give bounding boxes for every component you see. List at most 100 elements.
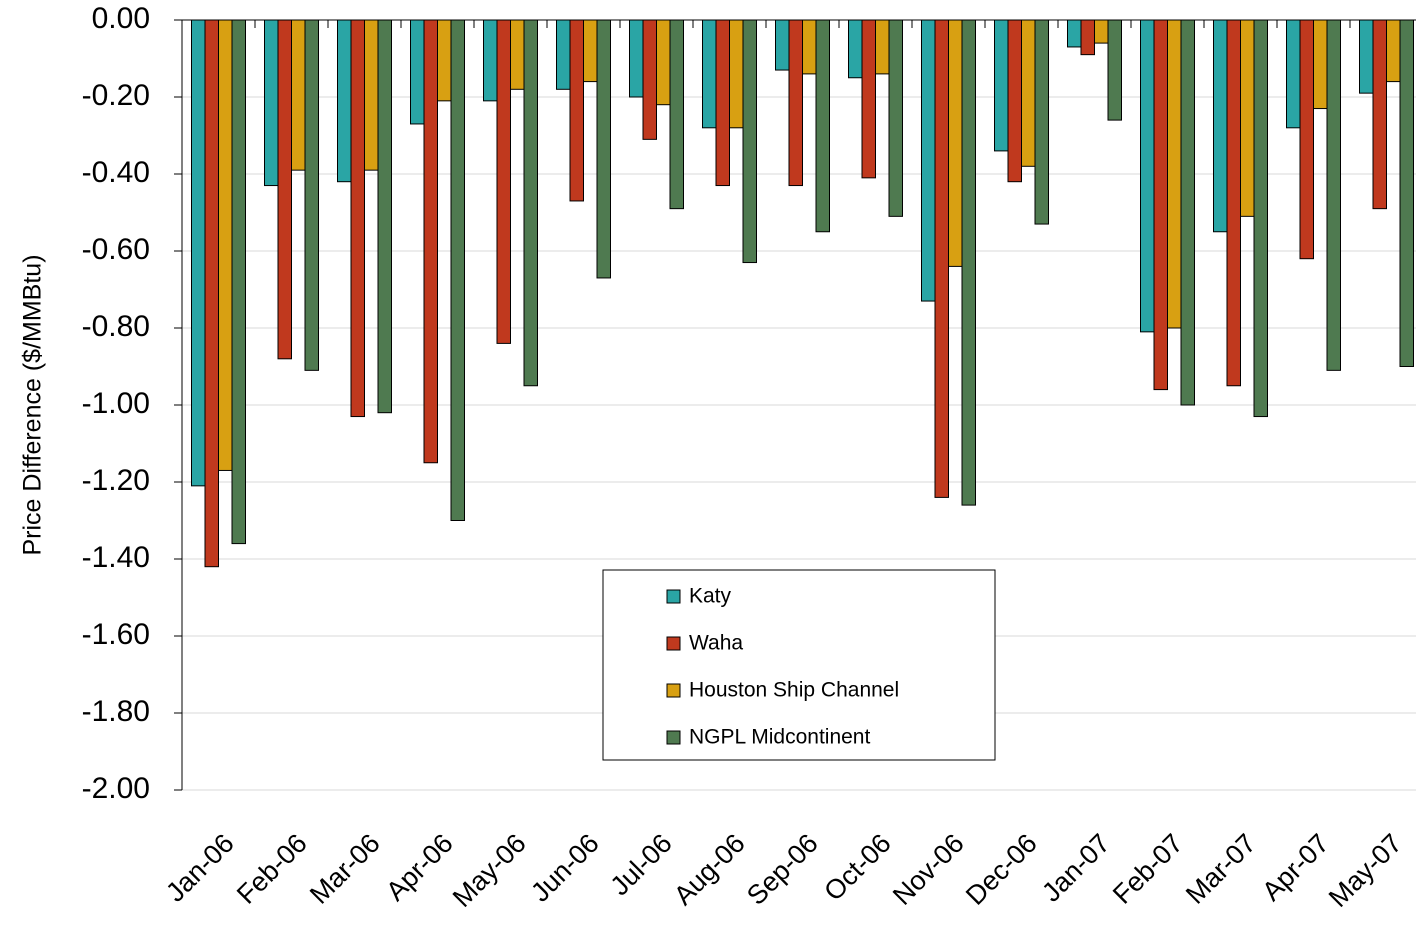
bar: [1253, 19, 1268, 418]
y-axis-title: Price Difference ($/MMBtu): [19, 254, 47, 555]
bar: [802, 19, 817, 75]
bar: [483, 19, 498, 102]
bar: [1140, 19, 1155, 333]
bar: [642, 19, 657, 140]
bar: [496, 19, 511, 344]
bar: [291, 19, 306, 171]
bar: [1167, 19, 1182, 329]
legend-label: Katy: [689, 585, 732, 608]
legend-label: NGPL Midcontinent: [689, 726, 870, 749]
bar: [921, 19, 936, 302]
bar: [350, 19, 365, 418]
bar: [1007, 19, 1022, 183]
bar: [596, 19, 611, 279]
bar: [1240, 19, 1255, 217]
x-tick-label: Dec-06: [960, 828, 1043, 911]
bar: [218, 19, 233, 471]
y-tick-label: -1.60: [82, 618, 150, 651]
bar: [523, 19, 538, 387]
legend: Katy Waha Houston Ship Channel NGPL Midcont…: [602, 569, 996, 761]
bar: [364, 19, 379, 171]
y-tick-label: -0.60: [82, 233, 150, 266]
bar: [702, 19, 717, 129]
bar: [1213, 19, 1228, 233]
bar: [1094, 19, 1109, 44]
bar: [775, 19, 790, 71]
legend-swatch: [666, 589, 681, 604]
bar: [848, 19, 863, 79]
bar: [1107, 19, 1122, 121]
bar: [1359, 19, 1374, 94]
bar: [569, 19, 584, 202]
bar: [861, 19, 876, 179]
bar: [1034, 19, 1049, 225]
bar: [656, 19, 671, 106]
bar: [556, 19, 571, 90]
legend-swatch: [666, 730, 681, 745]
x-tick-label: Feb-06: [231, 828, 313, 910]
bar: [788, 19, 803, 187]
bar: [742, 19, 757, 264]
bar: [410, 19, 425, 125]
y-tick-label: 0.00: [92, 2, 150, 35]
x-tick-label: Aug-06: [668, 828, 751, 911]
x-tick-label: May-06: [447, 828, 532, 913]
bar: [1299, 19, 1314, 260]
y-tick-label: -0.20: [82, 79, 150, 112]
bar: [1399, 19, 1414, 367]
x-tick-label: Oct-06: [818, 828, 897, 907]
bar: [629, 19, 644, 98]
legend-swatch: [666, 683, 681, 698]
bar: [1080, 19, 1095, 56]
x-tick-label: Apr-06: [380, 828, 459, 907]
y-tick-label: -1.80: [82, 695, 150, 728]
bar: [934, 19, 949, 498]
bar: [450, 19, 465, 521]
bar: [231, 19, 246, 545]
bar: [948, 19, 963, 267]
bar: [437, 19, 452, 102]
x-tick-label: Feb-07: [1107, 828, 1189, 910]
x-tick-label: Jan-07: [1036, 828, 1116, 908]
bar: [1386, 19, 1401, 83]
bar: [1180, 19, 1195, 406]
x-tick-label: Mar-06: [304, 828, 386, 910]
bar: [337, 19, 352, 183]
x-tick-label: Mar-07: [1180, 828, 1262, 910]
y-tick-label: -0.80: [82, 310, 150, 343]
bar: [304, 19, 319, 371]
bar: [423, 19, 438, 464]
x-tick-label: Jun-06: [525, 828, 605, 908]
x-tick-label: Jul-06: [605, 828, 678, 901]
bar: [1326, 19, 1341, 371]
bar: [875, 19, 890, 75]
bar: [583, 19, 598, 83]
bar: [994, 19, 1009, 152]
bar: [191, 19, 206, 487]
bar: [264, 19, 279, 187]
bar: [377, 19, 392, 414]
x-tick-label: Apr-07: [1256, 828, 1335, 907]
bar: [1313, 19, 1328, 110]
bar: [1226, 19, 1241, 387]
y-tick-label: -1.20: [82, 464, 150, 497]
bar: [277, 19, 292, 360]
y-tick-label: -1.00: [82, 387, 150, 420]
bar: [715, 19, 730, 187]
x-tick-label: Sep-06: [741, 828, 824, 911]
bar: [1372, 19, 1387, 210]
x-tick-label: Jan-06: [160, 828, 240, 908]
x-tick-label: Nov-06: [887, 828, 970, 911]
bar: [510, 19, 525, 90]
bar: [1153, 19, 1168, 391]
bar: [888, 19, 903, 217]
bar: [961, 19, 976, 506]
bar: [669, 19, 684, 210]
bar: [815, 19, 830, 233]
bar: [204, 19, 219, 568]
bar: [1286, 19, 1301, 129]
bar: [1067, 19, 1082, 48]
legend-swatch: [666, 636, 681, 651]
